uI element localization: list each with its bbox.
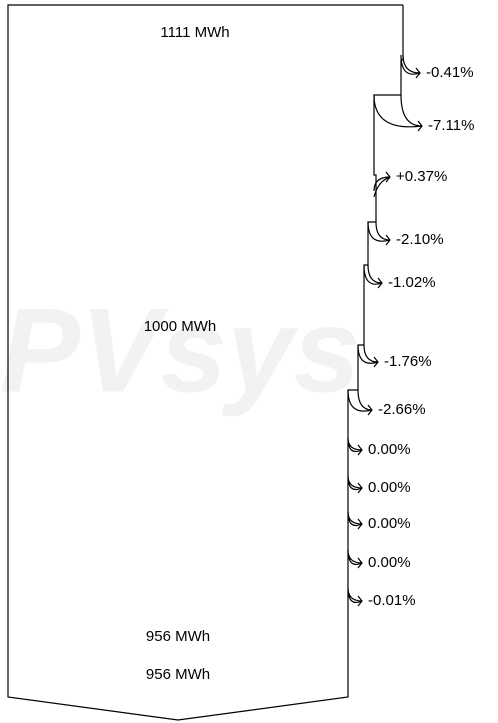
loss-label: -0.41% [426,64,474,81]
loss-label: 0.00% [368,554,411,571]
loss-arrow [373,171,391,198]
loss-arrow [347,389,373,416]
loss-arrow [373,94,423,132]
loss-arrow [347,437,363,456]
energy-label: 956 MWh [146,666,210,683]
loss-label: -2.10% [396,231,444,248]
loss-label: -2.66% [378,401,426,418]
flow-outline [7,4,404,721]
loss-label: -0.01% [368,592,416,609]
loss-arrow [347,587,363,607]
loss-arrow [363,264,383,289]
energy-label: 1111 MWh [160,24,229,41]
loss-arrow [347,549,363,569]
loss-arrow [347,475,363,494]
watermark: PVsys [0,284,360,418]
loss-label: -1.02% [388,274,436,291]
loss-label: +0.37% [396,168,447,185]
loss-arrow [400,54,421,79]
loss-label: 0.00% [368,441,411,458]
loss-label: 0.00% [368,479,411,496]
energy-label: 956 MWh [146,628,210,645]
loss-arrow [367,221,391,246]
loss-arrow [347,511,363,530]
loss-label: -1.76% [384,353,432,370]
loss-label: 0.00% [368,515,411,532]
loss-arrow [357,344,379,368]
energy-label: 1000 MWh [144,318,217,335]
loss-label: -7.11% [428,117,474,134]
